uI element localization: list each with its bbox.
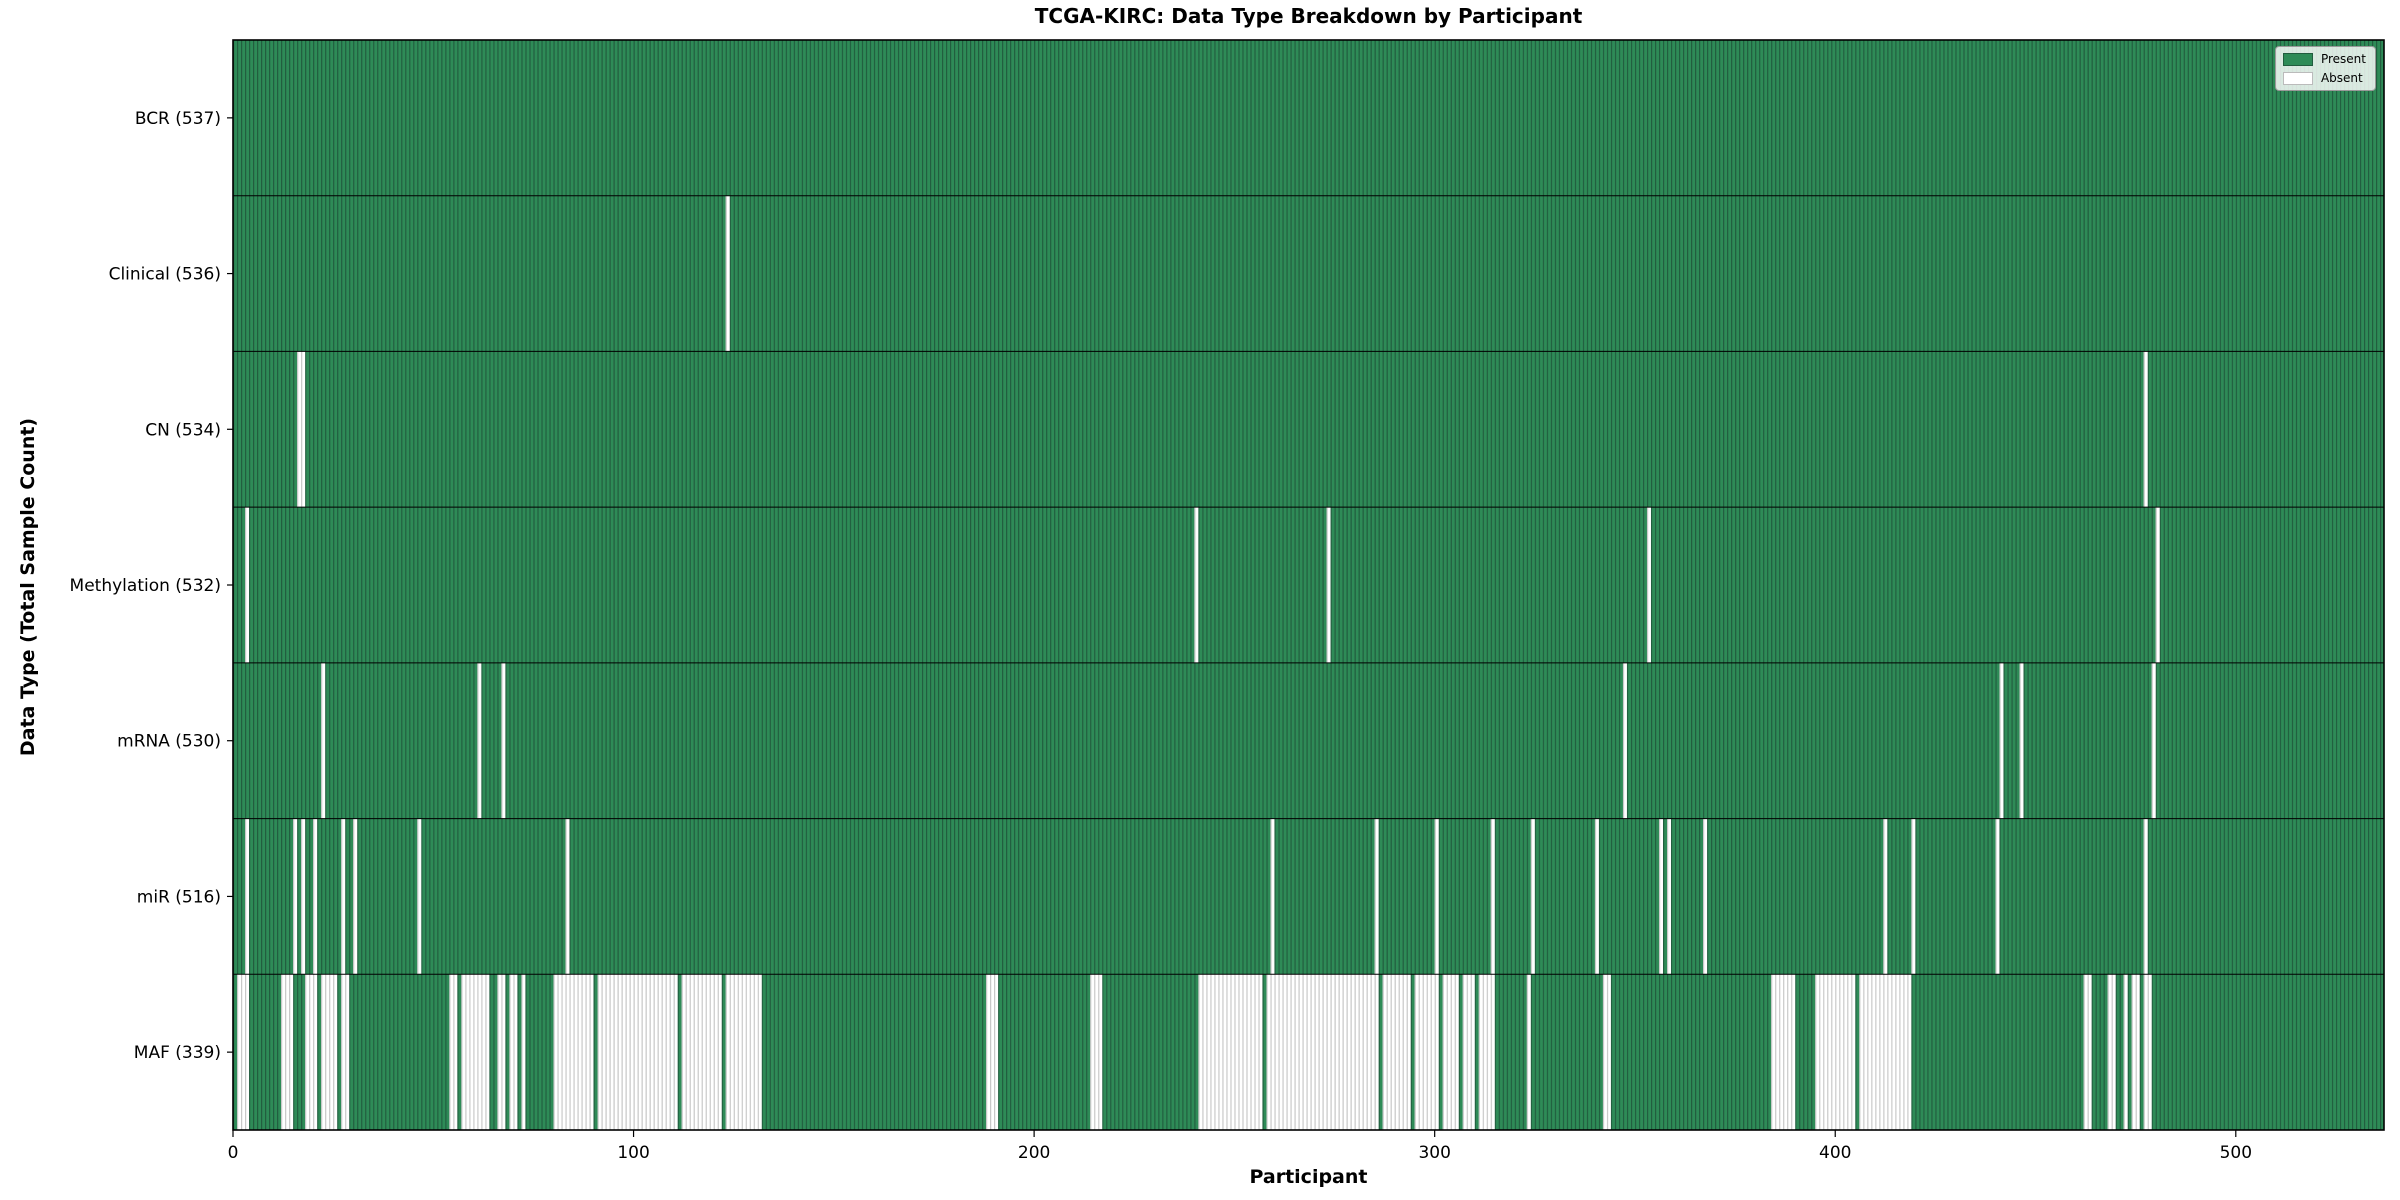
legend-swatch-absent-icon: [2282, 71, 2313, 85]
legend-label-present: Present: [2320, 52, 2366, 66]
x-tick-label: 300: [1418, 1143, 1450, 1163]
row-mrna: mRNA (530): [117, 662, 2384, 819]
x-tick-label: 0: [228, 1143, 239, 1163]
legend-label-absent: Absent: [2320, 71, 2363, 85]
y-tick-label: BCR (537): [135, 109, 221, 129]
legend-item-present: Present: [2282, 52, 2366, 66]
x-tick-label: 200: [1018, 1143, 1050, 1163]
x-tick-label: 100: [617, 1143, 649, 1163]
row-mir: miR (516): [137, 818, 2384, 975]
x-tick-label: 500: [2220, 1143, 2252, 1163]
row-cn: CN (534): [145, 350, 2384, 508]
y-tick-label: Methylation (532): [70, 576, 221, 596]
row-bcr: BCR (537): [135, 40, 2384, 196]
y-tick-label: MAF (339): [134, 1043, 221, 1063]
row-maf: MAF (339): [134, 973, 2384, 1130]
y-tick-label: CN (534): [145, 420, 221, 440]
chart-title: TCGA-KIRC: Data Type Breakdown by Partic…: [1034, 4, 1583, 28]
plot-border: [232, 39, 2385, 1131]
legend: Present Absent: [2274, 46, 2376, 91]
row-methylation: Methylation (532): [70, 506, 2384, 663]
y-tick-label: Clinical (536): [109, 265, 221, 285]
x-tick-label: 400: [1819, 1143, 1851, 1163]
y-tick-label: mRNA (530): [117, 732, 221, 752]
legend-item-absent: Absent: [2282, 71, 2366, 85]
x-axis-label: Participant: [1249, 1166, 1368, 1188]
row-clinical: Clinical (536): [109, 195, 2384, 352]
legend-swatch-present-icon: [2282, 52, 2313, 66]
y-tick-label: miR (516): [137, 887, 221, 907]
